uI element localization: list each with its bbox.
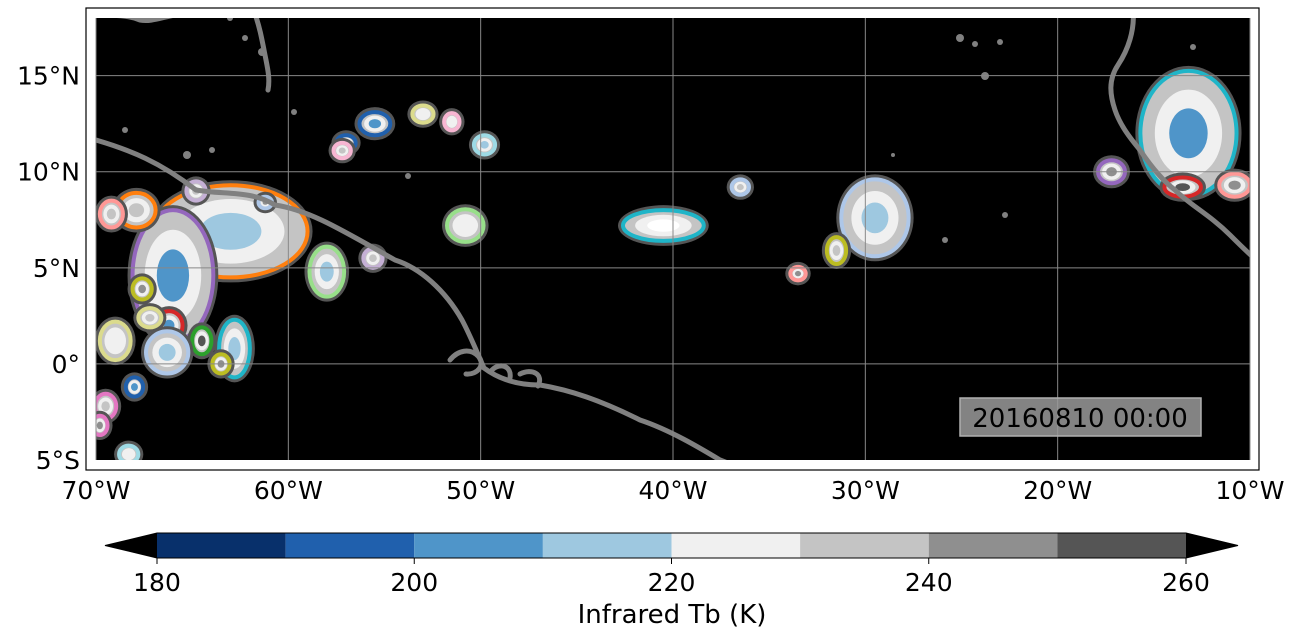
cloud-system bbox=[1214, 168, 1250, 202]
cloud-system bbox=[726, 174, 754, 200]
colorbar-bin bbox=[414, 533, 543, 558]
cloud-core bbox=[156, 249, 190, 302]
cloud-system bbox=[120, 372, 149, 402]
cloud-core bbox=[145, 313, 155, 322]
cloud-system bbox=[468, 130, 501, 160]
cloud-system bbox=[114, 440, 144, 460]
latitude-tick-labels: 15°N 10°N 5°N 0° 5°S bbox=[17, 62, 80, 475]
cloud-core bbox=[101, 401, 110, 412]
cloud-core bbox=[138, 284, 147, 294]
cloud-core bbox=[96, 421, 103, 430]
cloud-core bbox=[338, 147, 346, 154]
coastline-africa bbox=[1108, 18, 1250, 258]
colorbar-bin bbox=[157, 533, 286, 558]
timestamp-label: 20160810 00:00 bbox=[972, 404, 1188, 434]
cloud-core bbox=[158, 343, 176, 361]
cloud-system bbox=[304, 241, 350, 302]
cloud-core bbox=[861, 202, 889, 234]
coastline-central-america bbox=[116, 18, 272, 93]
cloud-core bbox=[128, 203, 145, 218]
cloud-core bbox=[1169, 108, 1208, 159]
cloud-system bbox=[354, 107, 396, 141]
cloud-system bbox=[439, 108, 465, 136]
cloud-core bbox=[418, 110, 428, 118]
x-tick-label: 50°W bbox=[446, 476, 515, 505]
cloud-core bbox=[457, 219, 473, 233]
cloud-core bbox=[480, 140, 489, 149]
y-tick-label: 5°N bbox=[33, 254, 80, 283]
cloud-system bbox=[96, 410, 113, 441]
cloud-system bbox=[785, 261, 811, 286]
coastline-islands bbox=[122, 18, 1196, 243]
cloud-system bbox=[407, 100, 439, 128]
cloud-system bbox=[328, 137, 356, 164]
colorbar-tick-label: 200 bbox=[390, 568, 438, 597]
y-tick-label: 15°N bbox=[17, 62, 80, 91]
cloud-system bbox=[836, 174, 914, 262]
cloud-system bbox=[187, 322, 217, 360]
cloud-core bbox=[647, 219, 680, 232]
x-tick-label: 10°W bbox=[1215, 476, 1284, 505]
cloud-core bbox=[319, 261, 334, 282]
colorbar-bin bbox=[928, 533, 1058, 558]
colorbar bbox=[104, 532, 1239, 564]
y-tick-label: 5°S bbox=[36, 446, 80, 475]
colorbar-bin bbox=[285, 533, 415, 558]
colorbar-label: Infrared Tb (K) bbox=[578, 600, 767, 630]
cloud-core bbox=[368, 119, 382, 129]
cloud-system bbox=[141, 326, 194, 379]
colorbar-bin bbox=[671, 533, 801, 558]
cloud-system bbox=[127, 273, 157, 305]
colorbar-bin bbox=[1057, 533, 1186, 558]
cloud-system bbox=[1135, 65, 1242, 201]
x-tick-label: 30°W bbox=[831, 476, 900, 505]
cloud-core bbox=[1175, 183, 1190, 191]
colorbar-tick-labels: 180 200 220 240 260 bbox=[133, 568, 1210, 597]
colorbar-tick-label: 260 bbox=[1162, 568, 1210, 597]
colorbar-extend-low bbox=[105, 533, 157, 558]
cloud-core bbox=[369, 254, 377, 263]
cloud-system bbox=[133, 303, 167, 333]
cloud-core bbox=[832, 245, 841, 256]
colorbar-tick-label: 240 bbox=[905, 568, 953, 597]
y-tick-label: 10°N bbox=[17, 158, 80, 187]
cloud-core bbox=[197, 335, 206, 347]
cloud-system bbox=[617, 205, 709, 246]
cloud-core bbox=[228, 337, 241, 361]
cloud-system bbox=[821, 232, 852, 269]
cloud-core bbox=[106, 208, 117, 220]
map-gridlines bbox=[95, 18, 1251, 460]
y-tick-label: 0° bbox=[52, 350, 80, 379]
cloud-core bbox=[1228, 180, 1241, 190]
infrared-clouds-layer bbox=[96, 18, 1250, 460]
x-tick-label: 40°W bbox=[638, 476, 707, 505]
colorbar-tick-label: 220 bbox=[648, 568, 696, 597]
cloud-core bbox=[794, 270, 802, 277]
cloud-system bbox=[442, 204, 489, 247]
coastline-south-america bbox=[96, 137, 727, 460]
cloud-core bbox=[124, 450, 133, 458]
cloud-core bbox=[131, 383, 138, 391]
cloud-core bbox=[736, 184, 744, 191]
x-tick-label: 70°W bbox=[61, 476, 130, 505]
timestamp-box: 20160810 00:00 bbox=[959, 397, 1202, 437]
cloud-system bbox=[96, 316, 136, 366]
colorbar-extend-high bbox=[1186, 533, 1238, 558]
coastline-amazon-delta bbox=[447, 348, 542, 389]
x-tick-label: 20°W bbox=[1023, 476, 1092, 505]
longitude-tick-labels: 70°W 60°W 50°W 40°W 30°W 20°W 10°W bbox=[61, 476, 1284, 505]
colorbar-bin bbox=[800, 533, 929, 558]
colorbar-bin bbox=[542, 533, 672, 558]
x-tick-label: 60°W bbox=[254, 476, 323, 505]
cloud-system bbox=[96, 195, 128, 233]
cloud-core bbox=[448, 118, 455, 126]
colorbar-tick-label: 180 bbox=[133, 568, 181, 597]
cloud-core bbox=[199, 212, 262, 250]
cloud-core bbox=[109, 333, 122, 349]
